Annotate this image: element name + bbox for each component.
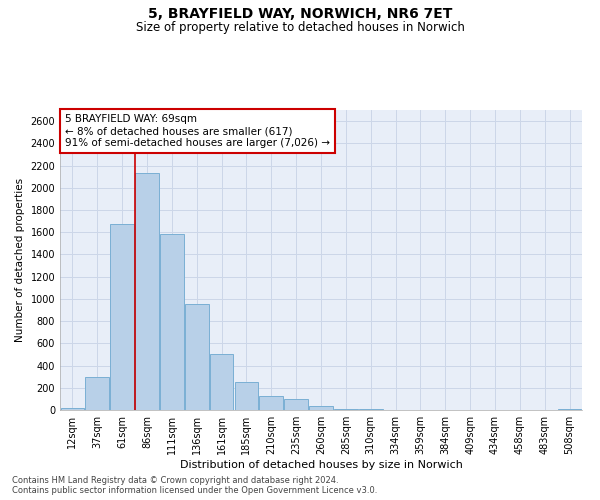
- Text: Contains HM Land Registry data © Crown copyright and database right 2024.
Contai: Contains HM Land Registry data © Crown c…: [12, 476, 377, 495]
- Text: Size of property relative to detached houses in Norwich: Size of property relative to detached ho…: [136, 21, 464, 34]
- Bar: [210, 354, 233, 410]
- Y-axis label: Number of detached properties: Number of detached properties: [15, 178, 25, 342]
- Bar: [160, 234, 184, 410]
- Bar: [309, 406, 333, 410]
- Bar: [235, 382, 258, 410]
- Bar: [334, 408, 358, 410]
- Bar: [61, 408, 84, 410]
- Text: 5 BRAYFIELD WAY: 69sqm
← 8% of detached houses are smaller (617)
91% of semi-det: 5 BRAYFIELD WAY: 69sqm ← 8% of detached …: [65, 114, 330, 148]
- Bar: [284, 399, 308, 410]
- Bar: [135, 174, 159, 410]
- Bar: [110, 224, 134, 410]
- Bar: [185, 304, 209, 410]
- Bar: [558, 409, 581, 410]
- Bar: [85, 376, 109, 410]
- X-axis label: Distribution of detached houses by size in Norwich: Distribution of detached houses by size …: [179, 460, 463, 470]
- Bar: [259, 396, 283, 410]
- Text: 5, BRAYFIELD WAY, NORWICH, NR6 7ET: 5, BRAYFIELD WAY, NORWICH, NR6 7ET: [148, 8, 452, 22]
